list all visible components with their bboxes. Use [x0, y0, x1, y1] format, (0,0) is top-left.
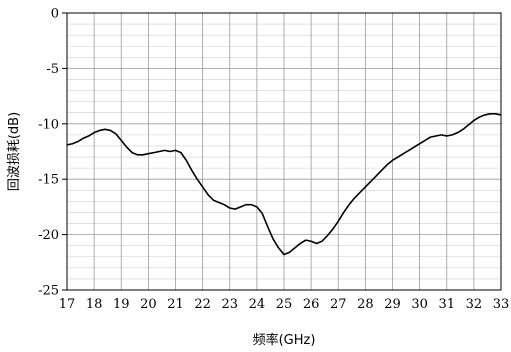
x-tick-label: 28	[357, 297, 374, 312]
x-tick-label: 26	[303, 297, 320, 312]
x-tick-label: 22	[194, 297, 211, 312]
y-tick-label: -15	[38, 173, 59, 188]
x-tick-label: 23	[221, 297, 238, 312]
x-tick-label: 19	[113, 297, 130, 312]
y-tick-label: -20	[38, 228, 59, 243]
x-tick-label: 18	[86, 297, 103, 312]
y-tick-label: -25	[38, 284, 59, 299]
x-tick-label: 30	[411, 297, 428, 312]
x-tick-label: 33	[493, 297, 510, 312]
plot-frame	[66, 12, 502, 291]
x-axis-title: 频率(GHz)	[253, 332, 316, 348]
major-grid	[67, 13, 501, 290]
y-axis-ticks: 0 -5 -10 -15 -20 -25	[38, 7, 67, 299]
x-tick-label: 21	[167, 297, 184, 312]
x-tick-label: 29	[384, 297, 401, 312]
x-tick-label: 31	[438, 297, 455, 312]
y-tick-label: -10	[38, 117, 59, 132]
y-axis-title: 回波损耗(dB)	[7, 112, 22, 191]
x-tick-label: 27	[330, 297, 347, 312]
x-tick-label: 24	[249, 297, 266, 312]
x-tick-label: 20	[140, 297, 157, 312]
x-tick-label: 25	[276, 297, 293, 312]
y-tick-label: 0	[51, 7, 59, 22]
x-tick-label: 32	[466, 297, 483, 312]
x-axis-ticks: 17 18 19 20 21 22 23 24 25 26 27 28 29 30 31 32 33	[59, 297, 510, 312]
y-tick-label: -5	[46, 62, 59, 77]
x-tick-label: 17	[59, 297, 76, 312]
return-loss-line	[66, 113, 502, 256]
